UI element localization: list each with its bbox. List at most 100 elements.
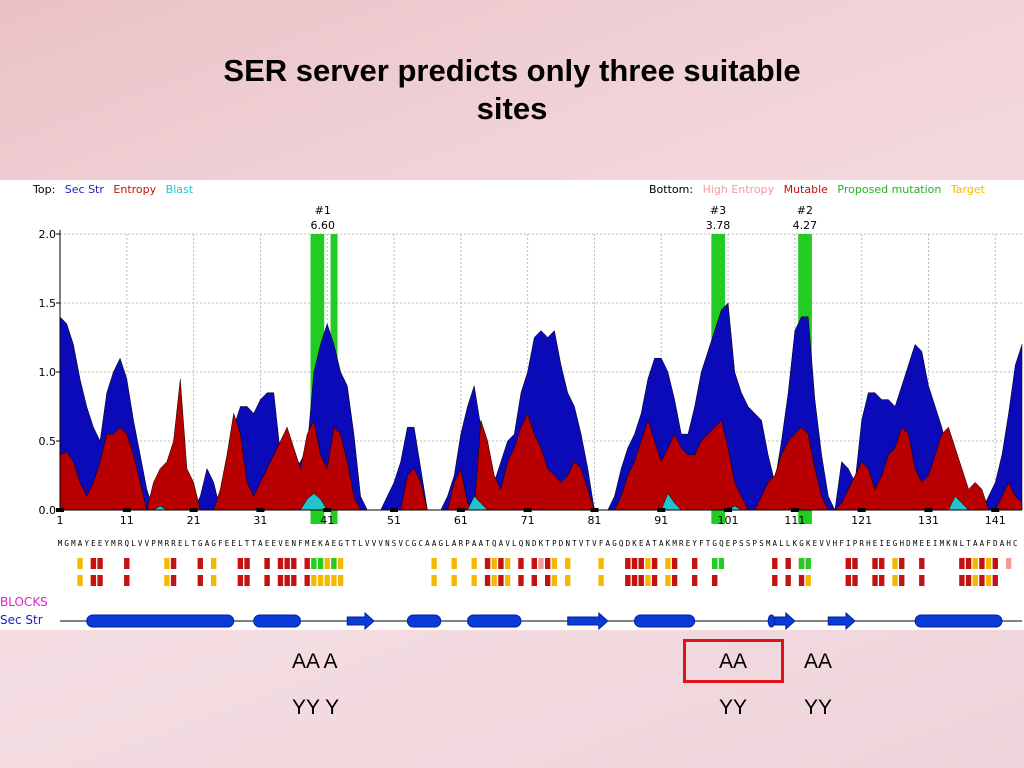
sequence-residue: N <box>292 539 297 548</box>
target-marker <box>665 558 671 569</box>
mutable-marker <box>97 575 103 586</box>
sequence-residue: L <box>779 539 784 548</box>
x-tick-label: 21 <box>187 514 201 527</box>
sequence-residue: E <box>98 539 103 548</box>
sequence-residue: E <box>686 539 691 548</box>
sequence-residue: A <box>1000 539 1005 548</box>
mutable-marker <box>518 558 524 569</box>
sequence-residue: E <box>231 539 236 548</box>
sequence-residue: A <box>78 539 83 548</box>
sequence-residue: A <box>425 539 430 548</box>
proposed-marker <box>718 558 725 569</box>
mutable-marker <box>979 558 985 569</box>
sequence-residue: E <box>265 539 270 548</box>
mutable-marker <box>959 575 965 586</box>
sequence-residue: P <box>753 539 758 548</box>
legend-high-entropy: High Entropy <box>702 183 775 196</box>
sequence-residue: R <box>165 539 170 548</box>
sequence-residue: D <box>559 539 564 548</box>
sequence-residue: Q <box>492 539 497 548</box>
x-tick-label: 91 <box>654 514 668 527</box>
legend-mutable: Mutable <box>783 183 828 196</box>
sequence-residue: D <box>532 539 537 548</box>
mutable-marker <box>291 558 297 569</box>
mutable-marker <box>625 558 631 569</box>
sequence-residue: V <box>592 539 597 548</box>
target-marker <box>431 575 437 586</box>
x-tick-marker <box>590 508 599 512</box>
target-marker <box>431 558 437 569</box>
mutable-marker <box>798 575 805 586</box>
strand-arrow <box>346 611 375 630</box>
sequence-residue: I <box>879 539 884 548</box>
entropy-chart: 0.00.51.01.52.01 11 21 31 41 51 61 71 81 91 101 111… <box>0 204 1023 630</box>
target-marker <box>491 558 497 569</box>
mutable-marker <box>197 575 203 586</box>
sequence-residue: M <box>111 539 116 548</box>
bottom-legend-label: Bottom: <box>649 183 694 196</box>
mutable-marker <box>291 575 297 586</box>
sequence-residue: I <box>933 539 938 548</box>
legend-sec-str: Sec Str <box>64 183 104 196</box>
x-tick-label: 11 <box>120 514 134 527</box>
target-marker <box>892 558 898 569</box>
site3-aa-label: AA <box>719 650 748 673</box>
y-tick-label: 0.0 <box>39 504 57 517</box>
site-score-label: 4.27 <box>793 219 818 232</box>
sequence-residue: S <box>392 539 397 548</box>
mutable-marker <box>965 575 972 586</box>
mutable-marker <box>498 575 504 586</box>
sequence-residue: G <box>412 539 417 548</box>
sequence-residue: T <box>572 539 577 548</box>
sequence-residue: A <box>325 539 330 548</box>
target-marker <box>504 558 511 569</box>
sequence-residue: M <box>71 539 76 548</box>
sequence-residue: S <box>739 539 744 548</box>
sequence-residue: M <box>58 539 63 548</box>
x-tick-marker <box>56 508 64 512</box>
x-tick-marker <box>390 508 399 512</box>
x-tick-label: 1 <box>57 514 64 527</box>
sequence-residue: P <box>853 539 858 548</box>
sequence-residue: G <box>64 539 69 548</box>
site-number-label: #1 <box>315 204 331 217</box>
mutable-marker <box>277 575 284 586</box>
x-tick-marker <box>857 508 866 512</box>
sequence-residue: R <box>118 539 123 548</box>
helix-segment <box>467 614 522 628</box>
proposed-marker <box>798 558 805 569</box>
sequence-residue: V <box>365 539 370 548</box>
target-marker <box>565 558 571 569</box>
sequence-residue: A <box>258 539 263 548</box>
sequence-residue: L <box>512 539 517 548</box>
sequence-residue: M <box>305 539 310 548</box>
x-tick-label: 51 <box>387 514 401 527</box>
mutable-marker <box>304 575 310 586</box>
sequence-residue: G <box>439 539 444 548</box>
mutable-marker <box>919 558 925 569</box>
sequence-residue: G <box>338 539 343 548</box>
sequence-residue: G <box>799 539 804 548</box>
sequence-residue: H <box>866 539 871 548</box>
sequence-residue: E <box>91 539 96 548</box>
sequence-residue: C <box>405 539 410 548</box>
sequence-residue: R <box>459 539 464 548</box>
sequence-residue: T <box>652 539 657 548</box>
x-tick-marker <box>991 508 1000 512</box>
strand-arrow <box>774 611 796 630</box>
mutable-marker <box>90 558 97 569</box>
target-marker <box>598 558 604 569</box>
sequence-residue: R <box>859 539 864 548</box>
sequence-residue: E <box>178 539 183 548</box>
sequence-residue: I <box>846 539 851 548</box>
x-tick-marker <box>657 508 666 512</box>
sequence-residue: E <box>886 539 891 548</box>
target-marker <box>972 575 978 586</box>
mutable-marker <box>872 575 878 586</box>
sequence-residue: Q <box>125 539 130 548</box>
mutable-marker <box>671 575 678 586</box>
helix-segment <box>914 614 1003 628</box>
x-tick-label: 131 <box>918 514 939 527</box>
sequence-residue: M <box>940 539 945 548</box>
sequence-residue: A <box>973 539 978 548</box>
